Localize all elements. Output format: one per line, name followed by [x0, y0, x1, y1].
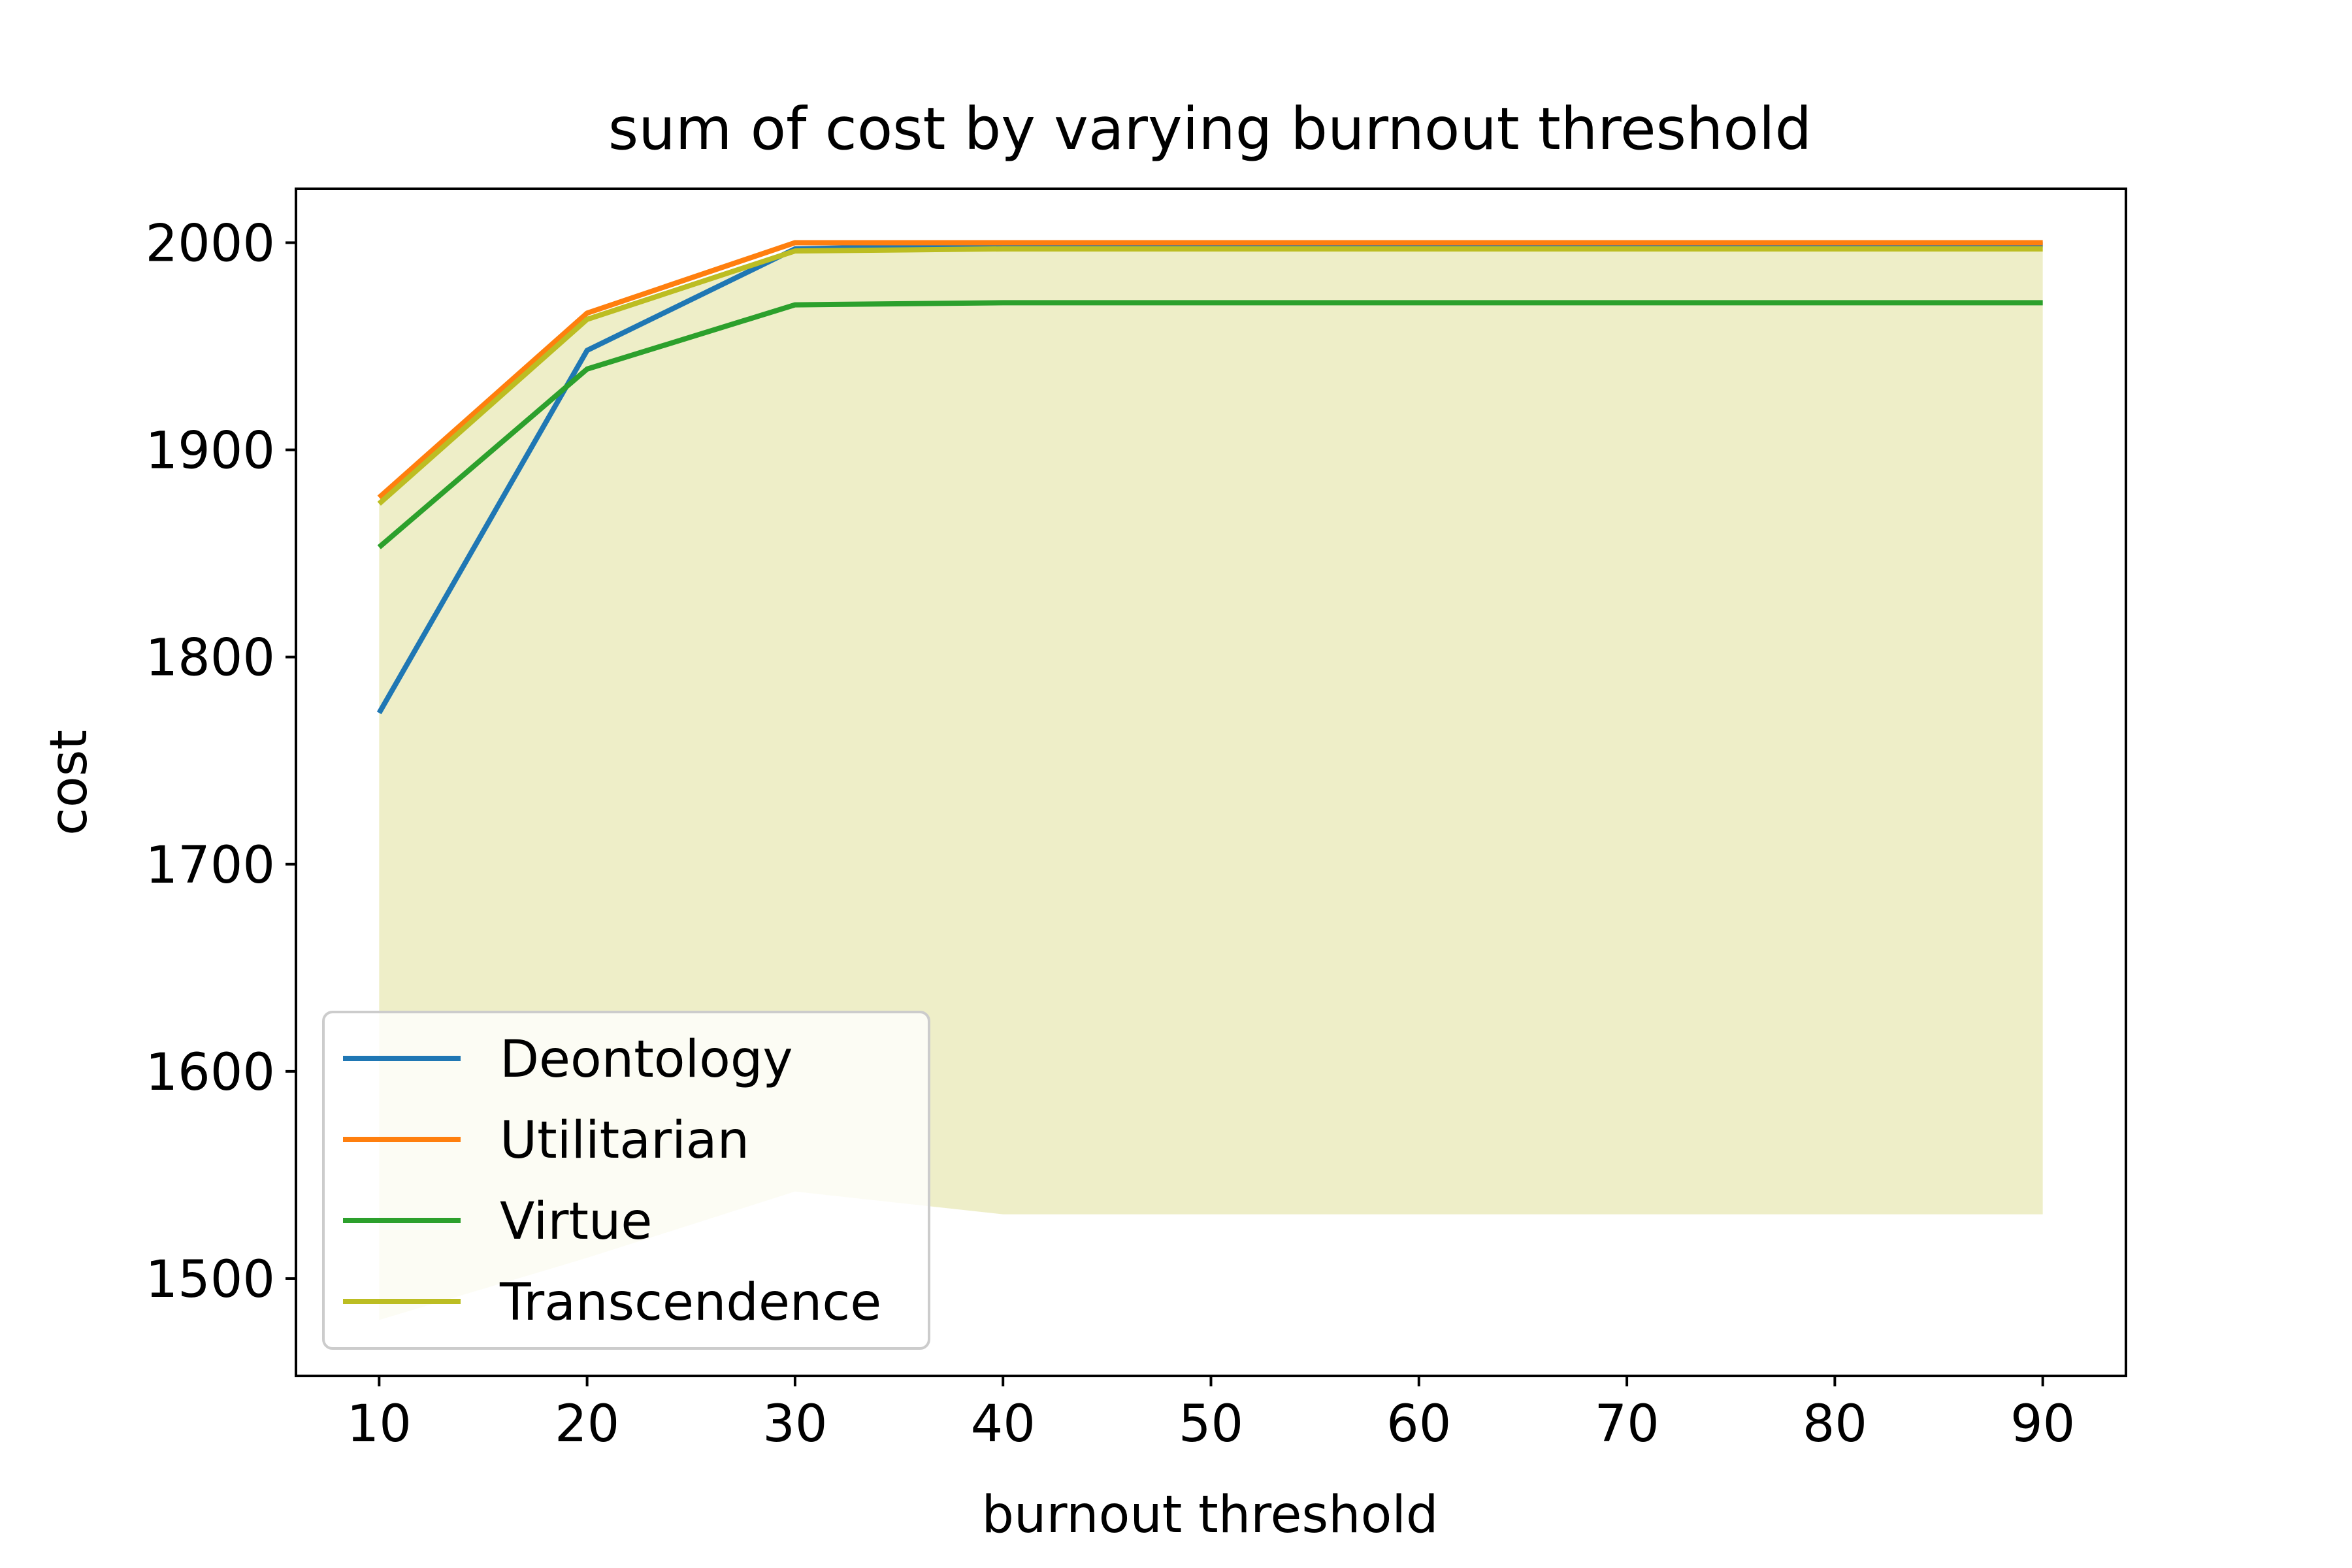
y-tick-label: 1600 — [145, 1043, 275, 1102]
y-tick-label: 2000 — [145, 214, 275, 273]
series-line-virtue — [377, 300, 2043, 549]
legend-box — [322, 1011, 930, 1350]
legend: Deontology Utilitarian Virtue Transcendence — [322, 1011, 930, 1350]
series-line-transcendence — [377, 246, 2043, 506]
x-tick-label: 80 — [1803, 1395, 1867, 1454]
x-tick-label: 60 — [1386, 1395, 1451, 1454]
x-tick-label: 50 — [1179, 1395, 1243, 1454]
series-line-utilitarian — [377, 240, 2043, 500]
x-tick-label: 90 — [2010, 1395, 2075, 1454]
legend-entries: Deontology Utilitarian Virtue Transcendence — [343, 1030, 881, 1332]
legend-label-transcendence: Transcendence — [499, 1273, 881, 1332]
y-tick-label: 1500 — [145, 1250, 275, 1309]
x-tick-label: 30 — [762, 1395, 827, 1454]
y-axis-ticks: 1500 1600 1700 1800 1900 2000 — [145, 214, 296, 1309]
x-axis-ticks: 10 20 30 40 50 60 70 80 90 — [347, 1376, 2075, 1454]
legend-label-utilitarian: Utilitarian — [500, 1111, 749, 1170]
legend-label-virtue: Virtue — [500, 1192, 652, 1251]
x-tick-label: 40 — [971, 1395, 1036, 1454]
chart-title: sum of cost by varying burnout threshold — [608, 95, 1812, 163]
y-axis-label: cost — [40, 730, 99, 836]
y-tick-label: 1800 — [145, 629, 275, 688]
x-tick-label: 10 — [347, 1395, 412, 1454]
legend-label-deontology: Deontology — [500, 1030, 793, 1089]
y-tick-label: 1900 — [145, 422, 275, 481]
lines-layer — [376, 240, 2043, 715]
x-tick-label: 20 — [555, 1395, 619, 1454]
y-tick-label: 1700 — [145, 836, 275, 895]
x-tick-label: 70 — [1594, 1395, 1659, 1454]
x-axis-label: burnout threshold — [982, 1486, 1439, 1544]
